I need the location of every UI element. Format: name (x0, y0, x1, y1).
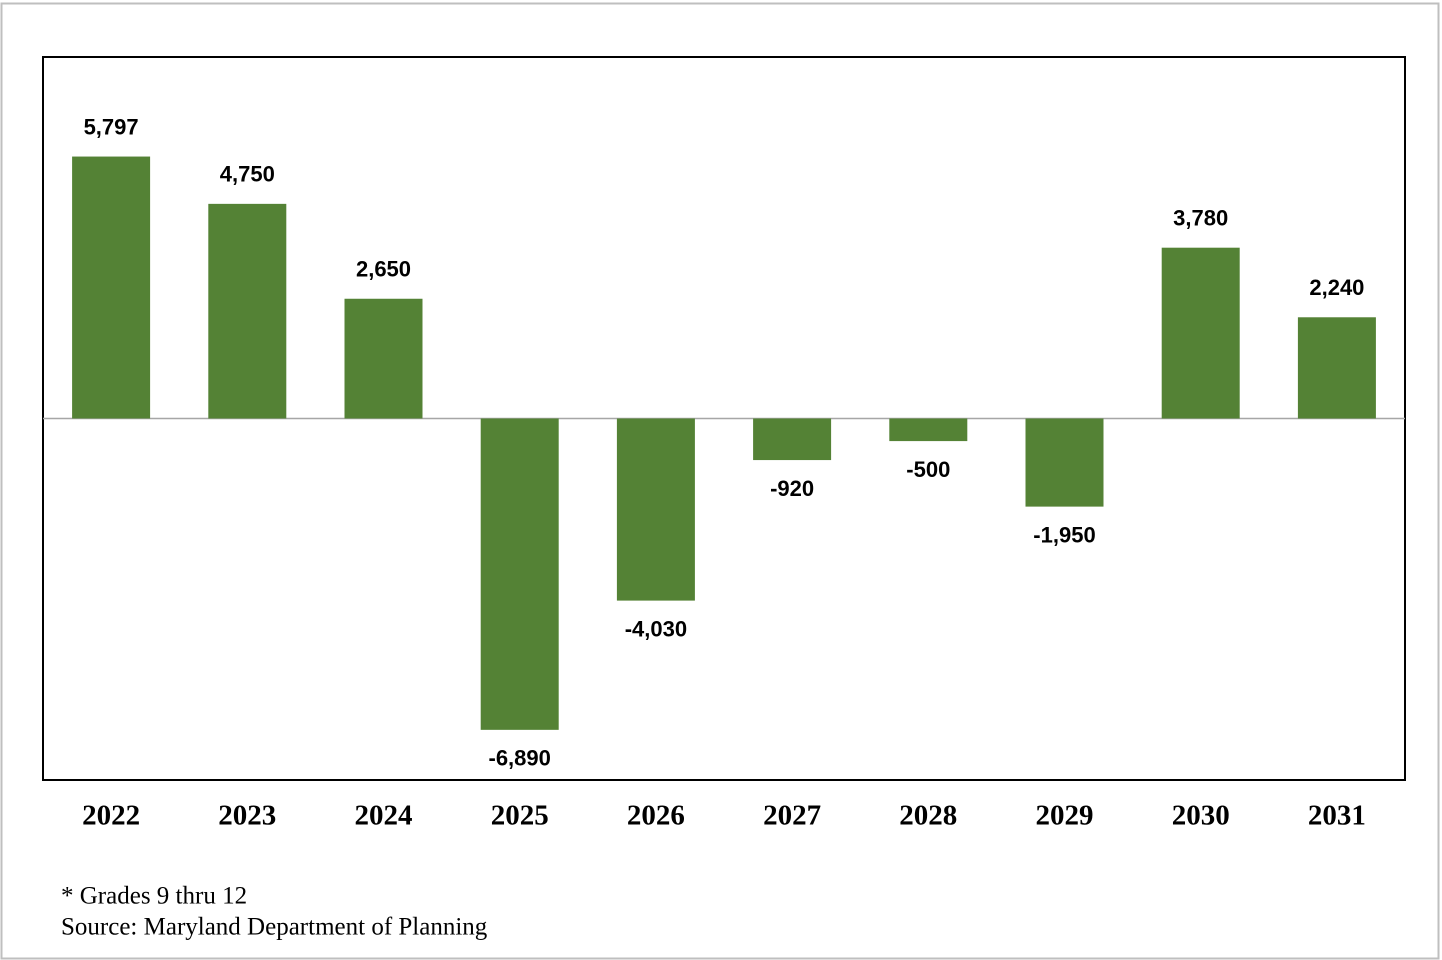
bar (1025, 418, 1104, 507)
bar (1161, 247, 1240, 419)
data-label: 5,797 (84, 114, 139, 139)
bar (344, 298, 423, 419)
data-label: 3,780 (1173, 206, 1228, 231)
x-tick-label: 2026 (627, 800, 685, 832)
data-label: -1,950 (1033, 522, 1095, 547)
data-label: 2,650 (356, 257, 411, 282)
x-tick-label: 2028 (899, 800, 957, 832)
data-label: 4,750 (220, 162, 275, 187)
bar (616, 418, 695, 601)
x-tick-label: 2025 (491, 800, 549, 832)
bar (753, 418, 832, 461)
x-tick-label: 2030 (1172, 800, 1230, 832)
footnote: * Grades 9 thru 12 (61, 883, 247, 910)
data-label: -4,030 (625, 616, 687, 641)
x-tick-label: 2029 (1036, 800, 1094, 832)
bar (889, 418, 968, 442)
data-label: 2,240 (1309, 275, 1364, 300)
bar (480, 418, 559, 730)
bar (72, 156, 151, 419)
x-tick-label: 2031 (1308, 800, 1366, 832)
bar (208, 203, 287, 419)
data-label: -500 (906, 457, 950, 482)
x-tick-label: 2024 (355, 800, 413, 832)
x-tick-label: 2023 (218, 800, 276, 832)
data-label: -920 (770, 476, 814, 501)
x-tick-label: 2027 (763, 800, 821, 832)
bar (1297, 317, 1376, 419)
data-label: -6,890 (489, 746, 551, 771)
x-tick-label: 2022 (82, 800, 140, 832)
footnote: Source: Maryland Department of Planning (61, 914, 488, 941)
